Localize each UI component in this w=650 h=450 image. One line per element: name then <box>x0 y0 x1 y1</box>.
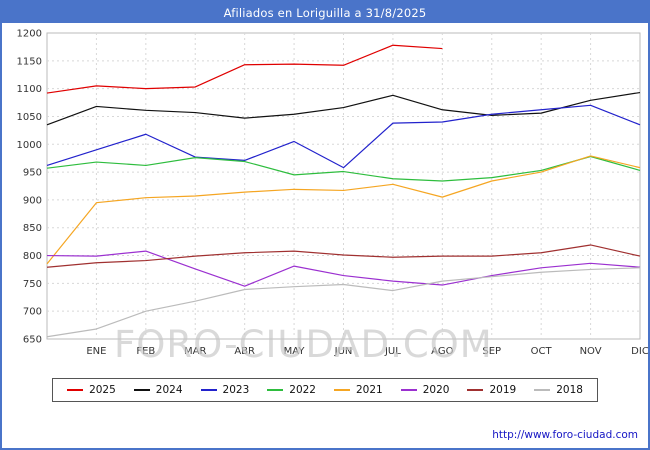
legend-mark-2018 <box>534 389 551 391</box>
y-tick-label: 950 <box>23 168 42 179</box>
chart-area: 1200 1150 1100 1050 1000 950 900 850 800 750 700 65… <box>2 23 648 369</box>
y-tick-label: 750 <box>23 279 42 290</box>
legend-mark-2022 <box>267 389 284 391</box>
legend-item-2020: 2020 <box>400 384 450 396</box>
series-line-2019 <box>46 244 641 268</box>
legend-label-2025: 2025 <box>89 384 116 396</box>
legend-mark-2024 <box>133 389 150 391</box>
y-tick-label: 800 <box>23 251 42 262</box>
x-tick-label: DIC <box>631 346 648 357</box>
legend-box: 2025 2024 2023 2022 2021 2020 2019 2018 <box>52 378 598 402</box>
series-line-2021 <box>46 155 641 265</box>
y-tick-label: 1100 <box>17 84 42 95</box>
x-tick-label: AGO <box>431 346 453 357</box>
legend-label-2019: 2019 <box>489 384 517 396</box>
x-tick-label: MAR <box>184 346 206 357</box>
legend-item-2018: 2018 <box>534 384 583 396</box>
legend: 2025 2024 2023 2022 2021 2020 2019 2018 <box>2 378 648 402</box>
series-line-2018 <box>46 267 641 338</box>
legend-mark-2020 <box>400 389 417 391</box>
footer-link[interactable]: http://www.foro-ciudad.com <box>492 429 638 441</box>
legend-label-2018: 2018 <box>556 384 583 396</box>
y-tick-label: 650 <box>23 335 42 346</box>
legend-label-2020: 2020 <box>422 384 450 396</box>
legend-mark-2025 <box>67 389 84 391</box>
y-tick-label: 1000 <box>17 140 42 151</box>
legend-label-2021: 2021 <box>356 384 383 396</box>
x-tick-label: ABR <box>234 346 255 357</box>
y-tick-label: 900 <box>23 195 42 206</box>
legend-item-2021: 2021 <box>334 384 383 396</box>
y-tick-label: 1050 <box>17 112 42 123</box>
line-chart: 1200 1150 1100 1050 1000 950 900 850 800 750 700 65… <box>17 29 648 358</box>
legend-item-2019: 2019 <box>467 384 516 396</box>
series-line-2024 <box>46 91 641 126</box>
x-tick-label: ENE <box>86 346 106 357</box>
y-tick-label: 850 <box>23 223 42 234</box>
chart-title: Afiliados en Loriguilla a 31/8/2025 <box>223 5 427 20</box>
series-line-2022 <box>46 155 641 182</box>
title-bar: Afiliados en Loriguilla a 31/8/2025 <box>2 2 648 23</box>
x-tick-label: JUN <box>334 346 353 357</box>
x-tick-label: JUL <box>384 346 401 357</box>
x-tick-label: MAY <box>284 346 306 357</box>
x-tick-label: SEP <box>482 346 501 357</box>
legend-label-2023: 2023 <box>222 384 250 396</box>
x-tick-label: NOV <box>580 346 602 357</box>
series-line-2023 <box>46 104 641 169</box>
legend-item-2025: 2025 <box>67 384 116 396</box>
legend-mark-2023 <box>200 389 217 391</box>
legend-label-2024: 2024 <box>155 384 183 396</box>
legend-item-2024: 2024 <box>133 384 183 396</box>
y-tick-label: 1200 <box>17 29 42 40</box>
x-tick-label: OCT <box>531 346 553 357</box>
legend-mark-2021 <box>334 389 350 391</box>
legend-label-2022: 2022 <box>289 384 316 396</box>
legend-item-2022: 2022 <box>267 384 316 396</box>
series-line-2020 <box>46 250 641 287</box>
series-line-2025 <box>46 44 443 94</box>
legend-mark-2019 <box>467 389 484 391</box>
legend-item-2023: 2023 <box>200 384 250 396</box>
y-tick-label: 700 <box>23 307 42 318</box>
x-tick-label: FEB <box>136 346 155 357</box>
y-tick-label: 1150 <box>17 56 42 67</box>
